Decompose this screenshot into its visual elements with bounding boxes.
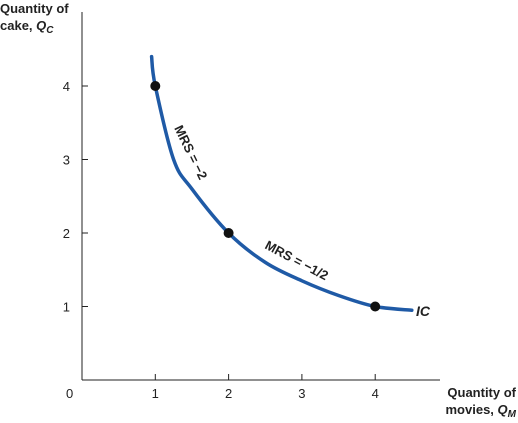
x-tick-label: 1 (152, 386, 159, 401)
bundle-point (223, 228, 234, 238)
x-tick-label: 2 (225, 386, 232, 401)
indifference-curve-ic (149, 54, 414, 312)
mrs-annotation-1: MRS = −2 (171, 123, 210, 182)
x-axis-title: Quantity of movies, QM (445, 385, 517, 420)
bundle-point (370, 301, 381, 312)
origin-label: 0 (66, 386, 73, 401)
y-tick-label: 2 (63, 226, 70, 241)
y-tick-label: 3 (63, 153, 70, 168)
x-tick-label: 3 (298, 386, 305, 401)
x-tick-label: 4 (372, 386, 379, 401)
bundle-point (150, 81, 161, 91)
curve-label-ic: IC (416, 303, 431, 319)
y-tick-label: 1 (63, 300, 70, 315)
mrs-annotation-2: MRS = −1/2 (263, 237, 331, 283)
y-axis-title: Quantity of cake, QC (0, 1, 69, 36)
y-tick-label: 4 (63, 79, 70, 94)
